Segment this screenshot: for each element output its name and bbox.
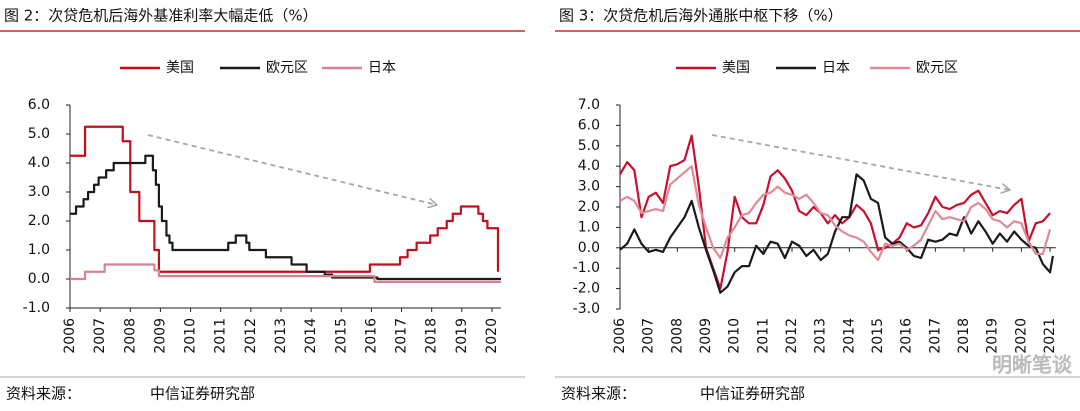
series-line <box>619 173 1055 294</box>
x-tick-label: 2006 <box>612 318 628 354</box>
x-tick-label: 2008 <box>122 318 138 354</box>
chart-title: 图 2：次贷危机后海外基准利率大幅走低（%） <box>4 7 318 25</box>
chart-title: 图 3：次贷危机后海外通胀中枢下移（%） <box>559 7 843 25</box>
y-tick-label: 5.0 <box>28 126 50 142</box>
x-tick-label: 2013 <box>273 318 289 354</box>
x-tick-label: 2012 <box>784 318 800 354</box>
source-label: 资料来源： <box>6 385 81 403</box>
x-tick-label: 2020 <box>484 318 500 354</box>
x-tick-label: 2017 <box>394 318 410 354</box>
x-tick-label: 2011 <box>213 318 229 354</box>
legend-label: 日本 <box>368 60 396 76</box>
x-tick-label: 2019 <box>454 318 470 354</box>
y-tick-label: 1.0 <box>578 219 600 235</box>
watermark: 明晰笔谈 <box>992 353 1073 377</box>
y-tick-label: 4.0 <box>578 158 600 174</box>
y-tick-label: 0.0 <box>28 271 50 287</box>
x-tick-label: 2006 <box>62 318 78 354</box>
y-tick-label: -3.0 <box>573 301 600 317</box>
y-tick-label: -2.0 <box>573 281 600 297</box>
y-tick-label: 4.0 <box>28 155 50 171</box>
legend-label: 美国 <box>166 60 194 76</box>
source: 中信证券研究部 <box>700 385 805 403</box>
legend-label: 欧元区 <box>916 60 958 76</box>
y-tick-label: -1.0 <box>573 260 600 276</box>
x-tick-label: 2021 <box>1042 318 1058 354</box>
series-line <box>70 263 502 283</box>
x-tick-label: 2017 <box>927 318 943 354</box>
x-tick-label: 2009 <box>152 318 168 354</box>
x-tick-label: 2008 <box>669 318 685 354</box>
y-tick-label: 5.0 <box>578 138 600 154</box>
y-tick-label: -1.0 <box>23 300 50 316</box>
x-tick-label: 2010 <box>183 318 199 354</box>
x-tick-label: 2013 <box>813 318 829 354</box>
y-tick-label: 3.0 <box>578 179 600 195</box>
series-line <box>70 125 500 273</box>
x-tick-label: 2014 <box>841 318 857 354</box>
x-tick-label: 2020 <box>1013 318 1029 354</box>
x-tick-label: 2007 <box>641 318 657 354</box>
y-tick-label: 6.0 <box>578 117 600 133</box>
x-tick-label: 2009 <box>698 318 714 354</box>
legend-label: 欧元区 <box>266 60 308 76</box>
source: 中信证券研究部 <box>150 385 255 403</box>
x-tick-label: 2016 <box>899 318 915 354</box>
x-tick-label: 2019 <box>985 318 1001 354</box>
x-tick-label: 2018 <box>956 318 972 354</box>
y-tick-label: 1.0 <box>28 242 50 258</box>
x-tick-label: 2014 <box>303 318 319 354</box>
y-tick-label: 0.0 <box>578 240 600 256</box>
y-tick-label: 6.0 <box>28 97 50 113</box>
y-tick-label: 3.0 <box>28 184 50 200</box>
y-tick-label: 2.0 <box>578 199 600 215</box>
x-tick-label: 2011 <box>755 318 771 354</box>
legend-label: 日本 <box>822 60 850 76</box>
legend-label: 美国 <box>722 60 750 76</box>
x-tick-label: 2007 <box>92 318 108 354</box>
y-tick-label: 7.0 <box>578 97 600 113</box>
x-tick-label: 2010 <box>727 318 743 354</box>
trend-arrow <box>147 134 437 205</box>
series-line <box>619 165 1052 262</box>
x-tick-label: 2015 <box>333 318 349 354</box>
x-tick-label: 2016 <box>363 318 379 354</box>
source-label: 资料来源： <box>561 385 636 403</box>
trend-arrow <box>711 134 1010 190</box>
x-tick-label: 2015 <box>870 318 886 354</box>
series-line <box>70 154 502 281</box>
x-tick-label: 2012 <box>243 318 259 354</box>
series-line <box>619 134 1051 290</box>
y-tick-label: 2.0 <box>28 213 50 229</box>
x-tick-label: 2018 <box>424 318 440 354</box>
